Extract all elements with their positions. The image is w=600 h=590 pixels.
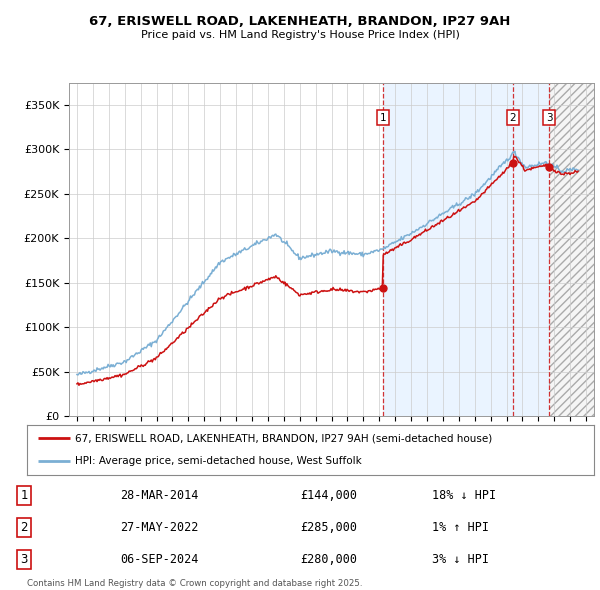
Text: 3% ↓ HPI: 3% ↓ HPI [432,553,489,566]
Text: £144,000: £144,000 [300,489,357,502]
Text: 67, ERISWELL ROAD, LAKENHEATH, BRANDON, IP27 9AH: 67, ERISWELL ROAD, LAKENHEATH, BRANDON, … [89,15,511,28]
Text: 2: 2 [510,113,517,123]
Text: 3: 3 [546,113,553,123]
Text: HPI: Average price, semi-detached house, West Suffolk: HPI: Average price, semi-detached house,… [75,457,362,467]
Text: Price paid vs. HM Land Registry's House Price Index (HPI): Price paid vs. HM Land Registry's House … [140,30,460,40]
Text: 18% ↓ HPI: 18% ↓ HPI [432,489,496,502]
Text: 1: 1 [380,113,386,123]
Text: 2: 2 [20,521,28,534]
Text: 27-MAY-2022: 27-MAY-2022 [120,521,199,534]
Text: 28-MAR-2014: 28-MAR-2014 [120,489,199,502]
Bar [383,83,549,416]
Text: 1: 1 [20,489,28,502]
Text: £280,000: £280,000 [300,553,357,566]
Text: 67, ERISWELL ROAD, LAKENHEATH, BRANDON, IP27 9AH (semi-detached house): 67, ERISWELL ROAD, LAKENHEATH, BRANDON, … [75,433,493,443]
Text: 1% ↑ HPI: 1% ↑ HPI [432,521,489,534]
Text: 06-SEP-2024: 06-SEP-2024 [120,553,199,566]
Bar [549,83,594,416]
Text: Contains HM Land Registry data © Crown copyright and database right 2025.
This d: Contains HM Land Registry data © Crown c… [27,579,362,590]
Text: £285,000: £285,000 [300,521,357,534]
Text: 3: 3 [20,553,28,566]
